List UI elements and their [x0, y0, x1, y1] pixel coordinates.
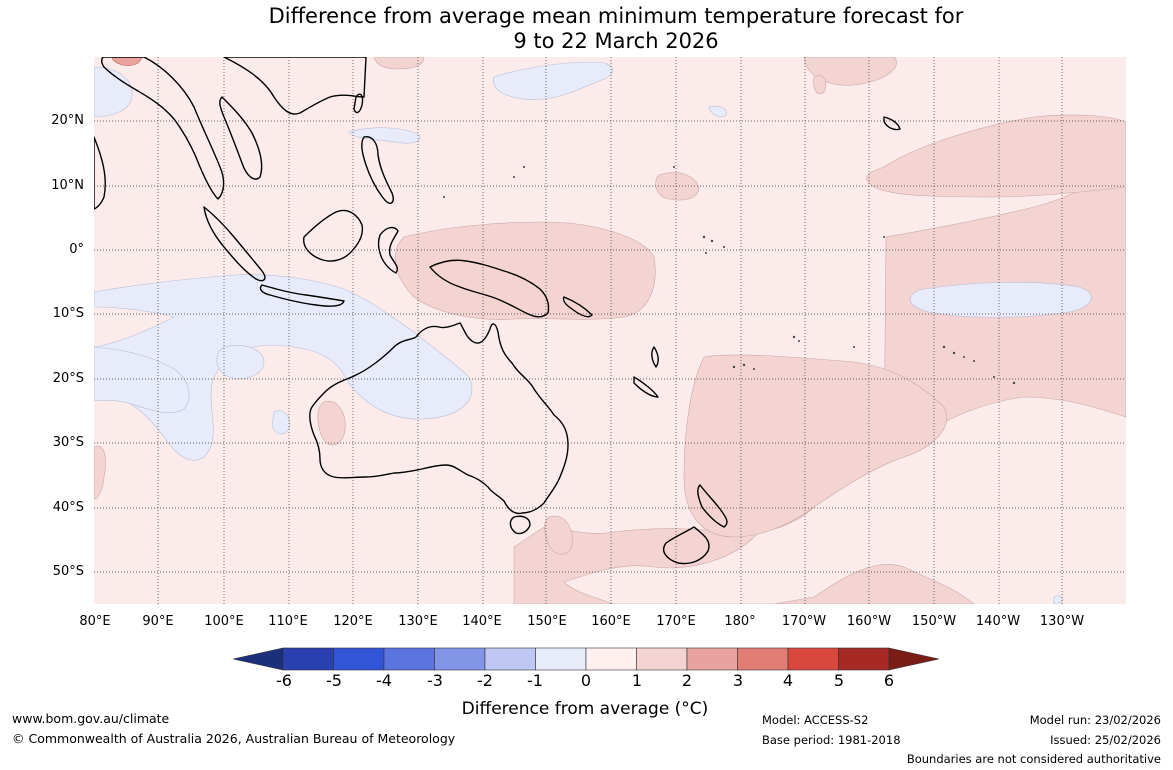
- colorbar-segment: [636, 647, 688, 671]
- colorbar-tick: -4: [376, 671, 392, 690]
- map-canvas: [94, 57, 1126, 604]
- copyright-text: © Commonwealth of Australia 2026, Austra…: [12, 731, 456, 746]
- title-line-1: Difference from average mean minimum tem…: [268, 4, 964, 28]
- lat-label-10n: 10°N: [51, 178, 84, 193]
- new-zealand-north-coast: [697, 484, 728, 528]
- colorbar-tick: 1: [631, 671, 643, 690]
- colorbar-title: Difference from average (°C): [461, 699, 709, 719]
- lon-label-130w: 130°W: [1039, 614, 1085, 629]
- lon-label-120e: 120°E: [333, 614, 373, 629]
- colorbar-segment: [686, 647, 738, 671]
- coastlines: [94, 57, 901, 565]
- lon-label-150e: 150°E: [527, 614, 567, 629]
- lat-label-50s: 50°S: [52, 564, 84, 579]
- lat-label-0: 0°: [69, 242, 84, 257]
- vietnam-coast: [219, 96, 263, 180]
- australia-coast: [309, 322, 569, 515]
- base-period-text: Base period: 1981-2018: [762, 733, 901, 747]
- new-caledonia-coast: [633, 376, 659, 398]
- lon-label-170w: 170°W: [781, 614, 827, 629]
- colorbar-tick: -2: [477, 671, 493, 690]
- title-line-2: 9 to 22 March 2026: [513, 29, 719, 53]
- colorbar-tick: -3: [427, 671, 443, 690]
- colorbar-tick: 6: [883, 671, 895, 690]
- hawaii-coast: [883, 116, 901, 131]
- anomaly-warm-areas: [94, 57, 1126, 604]
- new-zealand-south-coast: [662, 526, 710, 565]
- colorbar-tick: -6: [276, 671, 292, 690]
- vanuatu-coast: [651, 346, 659, 368]
- lat-label-20n: 20°N: [51, 113, 84, 128]
- tasmania-coast: [509, 515, 531, 535]
- colorbar-tick: 2: [681, 671, 693, 690]
- colorbar-tick: -1: [527, 671, 543, 690]
- lat-label-20s: 20°S: [52, 371, 84, 386]
- map-title: Difference from average mean minimum tem…: [0, 4, 1173, 54]
- lat-label-10s: 10°S: [52, 306, 84, 321]
- lon-label-160e: 160°E: [591, 614, 631, 629]
- sumatra-coast: [203, 206, 266, 282]
- forecast-map: [94, 57, 1126, 604]
- lon-label-80e: 80°E: [79, 614, 111, 629]
- india-coast: [94, 136, 106, 210]
- borneo-coast: [303, 209, 364, 262]
- colorbar-segment: [888, 647, 940, 671]
- taiwan-coast: [353, 93, 364, 114]
- colorbar-segment: [383, 647, 435, 671]
- colorbar: [233, 647, 940, 671]
- website-text: www.bom.gov.au/climate: [12, 711, 170, 726]
- lon-label-90e: 90°E: [142, 614, 174, 629]
- colorbar-segment: [233, 647, 284, 671]
- colorbar-segment: [484, 647, 536, 671]
- colorbar-segment: [737, 647, 789, 671]
- java-coast: [259, 284, 345, 307]
- colorbar-segment: [333, 647, 385, 671]
- colorbar-segment: [585, 647, 637, 671]
- indochina-coast: [101, 57, 225, 200]
- lon-label-180: 180°: [724, 614, 756, 629]
- lon-label-100e: 100°E: [204, 614, 244, 629]
- colorbar-segment: [838, 647, 890, 671]
- anomaly-cool-areas: [94, 61, 1092, 604]
- colorbar-segment: [787, 647, 839, 671]
- colorbar-segment: [282, 647, 334, 671]
- lon-label-130e: 130°E: [398, 614, 438, 629]
- colorbar-tick: 5: [833, 671, 845, 690]
- colorbar-tick: -5: [326, 671, 342, 690]
- china-coast: [223, 57, 367, 115]
- colorbar-segment: [434, 647, 486, 671]
- philippines-coast: [361, 136, 394, 204]
- lon-label-140w: 140°W: [975, 614, 1021, 629]
- island-dots: [443, 166, 1016, 385]
- disclaimer-text: Boundaries are not considered authoritat…: [906, 752, 1161, 766]
- lon-label-170e: 170°E: [656, 614, 696, 629]
- lon-label-110e: 110°E: [268, 614, 308, 629]
- colorbar-tick: 4: [782, 671, 794, 690]
- colorbar-segment: [535, 647, 587, 671]
- new-guinea-coast: [429, 259, 550, 318]
- lat-label-30s: 30°S: [52, 435, 84, 450]
- issued-text: Issued: 25/02/2026: [1050, 733, 1161, 747]
- model-run-text: Model run: 23/02/2026: [1029, 713, 1161, 727]
- anomaly-strong-warm-areas: [111, 57, 143, 67]
- solomon-islands-coast: [562, 296, 593, 318]
- colorbar-tick: 3: [732, 671, 744, 690]
- lon-label-160w: 160°W: [846, 614, 892, 629]
- colorbar-tick: 0: [580, 671, 592, 690]
- lon-label-140e: 140°E: [462, 614, 502, 629]
- sulawesi-coast: [377, 226, 399, 274]
- lon-label-150w: 150°W: [911, 614, 957, 629]
- model-text: Model: ACCESS-S2: [762, 713, 869, 727]
- graticule: [94, 57, 1126, 604]
- lat-label-40s: 40°S: [52, 500, 84, 515]
